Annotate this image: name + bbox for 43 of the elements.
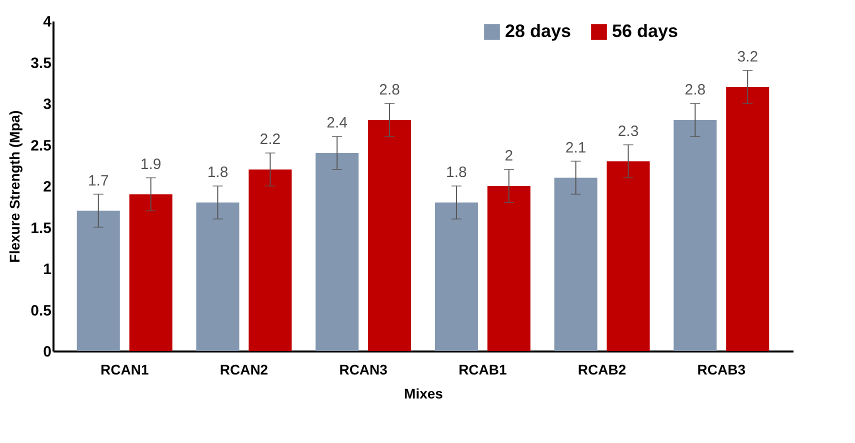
bar [76,210,120,351]
y-tick-label: 2 [43,178,52,196]
bar [726,87,770,351]
data-label: 1.7 [88,172,109,190]
data-label: 2 [504,148,514,164]
data-label: 1.9 [140,156,162,173]
data-label: 3.2 [737,48,758,66]
y-tick-label: 1.5 [30,220,52,237]
bar [248,170,292,351]
bar [129,194,172,351]
x-axis-title: Mixes [404,386,444,402]
bar [487,186,530,351]
bar [606,161,650,351]
y-tick-label: 3.5 [30,54,52,72]
data-label: 2.3 [618,122,639,140]
bar [554,178,598,351]
y-tick-label: 0.5 [30,302,52,320]
legend-label: 56 days [612,21,678,41]
x-tick-label: RCAB3 [697,362,746,378]
bar [368,120,412,351]
bar [674,120,717,351]
x-tick-label: RCAN3 [339,362,388,378]
x-tick-label: RCAN2 [220,362,268,378]
y-axis-title: Flexure Strength (Mpa) [6,110,23,263]
data-label: 2.4 [326,114,348,132]
y-tick-label: 2.5 [30,137,52,154]
bar [434,202,478,351]
y-tick-label: 4 [43,14,52,30]
bar [316,153,359,351]
x-tick-label: RCAN1 [100,362,149,378]
y-tick-label: 0 [43,344,52,360]
x-tick-label: RCAB2 [578,362,626,378]
data-label: 2.8 [379,82,400,98]
y-tick-label: 3 [43,96,52,113]
data-label: 1.8 [446,164,467,181]
data-label: 1.8 [207,164,228,181]
data-label: 2.2 [260,131,281,148]
y-tick-label: 1 [43,261,52,278]
data-label: 2.8 [684,82,706,98]
bar [196,202,240,351]
data-label: 2.1 [565,139,586,156]
x-tick-label: RCAB1 [458,362,507,378]
legend-label: 28 days [505,21,572,41]
